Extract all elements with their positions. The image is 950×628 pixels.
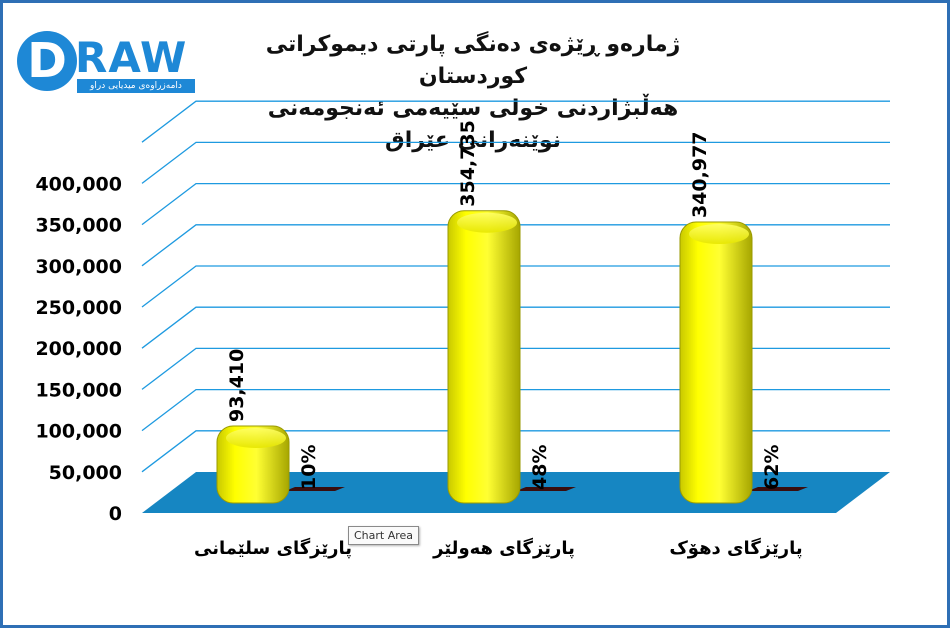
y-tick-label: 350,000 — [35, 215, 122, 237]
percent-bar[interactable] — [285, 487, 345, 491]
percent-data-label: 10% — [298, 445, 320, 490]
category-label: پارێزگای سلێمانی — [194, 537, 352, 559]
y-tick-label: 200,000 — [35, 338, 122, 360]
gridline — [141, 388, 890, 432]
category-label: پارێزگای هەولێر — [432, 537, 575, 559]
draw-logo: D RAW دامەزراوەی میدیایی دراو — [17, 25, 207, 95]
value-bar[interactable] — [447, 210, 521, 504]
value-bar-cap — [689, 224, 749, 245]
chart-area-tooltip: Chart Area — [348, 526, 420, 545]
y-tick-label: 250,000 — [35, 297, 122, 319]
value-bar-cap — [226, 428, 286, 449]
chart-title: ژمارەو ڕێژەی دەنگی پارتی دیموکراتی کوردس… — [265, 32, 681, 89]
value-data-label: 340,977 — [689, 131, 711, 218]
chart-subtitle: هەڵبژاردنی خولی سێیەمی ئەنجومەنی نوێنەرا… — [267, 96, 679, 153]
gridline — [141, 347, 890, 390]
logo-wordmark: RAW — [75, 33, 188, 82]
percent-bar[interactable] — [516, 487, 576, 491]
gridline — [141, 430, 890, 473]
percent-bar[interactable] — [748, 487, 808, 491]
y-tick-label: 50,000 — [49, 462, 122, 484]
y-tick-label: 300,000 — [35, 256, 122, 278]
logo-letter: D — [17, 31, 77, 91]
gridline — [141, 306, 890, 349]
y-tick-label: 150,000 — [35, 379, 122, 401]
value-bar[interactable] — [679, 221, 753, 504]
gridline — [141, 100, 890, 143]
gridline — [141, 265, 890, 308]
percent-data-label: 48% — [529, 445, 551, 490]
gridline — [141, 141, 890, 184]
value-data-label: 93,410 — [226, 349, 248, 422]
gridline — [141, 182, 890, 226]
y-tick-label: 400,000 — [35, 173, 122, 195]
logo-tagline: دامەزراوەی میدیایی دراو — [77, 79, 195, 93]
y-tick-label: 0 — [109, 503, 122, 525]
percent-data-label: 62% — [761, 445, 783, 490]
y-tick-label: 100,000 — [35, 421, 122, 443]
gridline — [141, 224, 890, 267]
chart-title-block: ژمارەو ڕێژەی دەنگی پارتی دیموکراتی کوردس… — [223, 29, 723, 157]
category-label: پارێزگای دهۆک — [669, 537, 802, 559]
value-data-label: 354,735 — [457, 120, 479, 207]
value-bar-cap — [457, 212, 517, 233]
